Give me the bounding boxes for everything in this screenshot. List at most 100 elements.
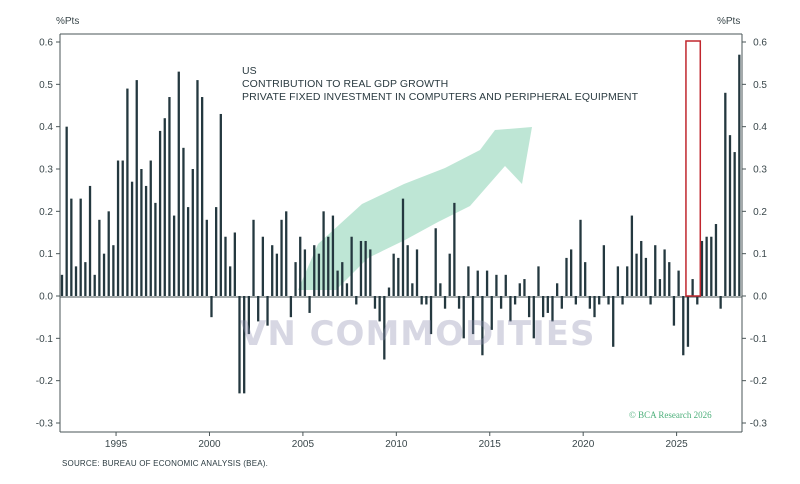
bar [163,118,166,296]
x-tick-label: 2015 [479,439,502,450]
y-tick-label-left: 0.4 [39,122,53,133]
bar [556,283,559,296]
bar [158,130,162,296]
bar [710,236,713,296]
bar [621,296,624,305]
bar [504,274,507,296]
bar [448,253,451,296]
bar [635,253,638,296]
bar [238,296,241,394]
chart-title-line-1: US [242,65,257,77]
bar [257,296,260,322]
bar [102,253,106,296]
bar [705,236,708,296]
bar [471,296,475,335]
chart-title-line-2: CONTRIBUTION TO REAL GDP GROWTH [242,78,448,90]
bar [696,296,699,305]
y-tick-label-left: -0.1 [36,334,54,345]
bar [443,296,447,309]
bar [584,262,587,296]
bar [462,296,465,339]
bar [677,270,680,296]
bar [415,249,419,296]
y-tick-label-right: 0.4 [753,122,767,133]
bar [294,262,297,296]
highlight-box [685,40,702,297]
y-tick-label-right: -0.2 [750,376,768,387]
bar [700,240,704,296]
bar [682,296,685,356]
bar [570,249,573,296]
bar [299,236,302,296]
bar [387,287,391,296]
bar [70,198,73,296]
bar [541,296,545,318]
bar [574,296,577,305]
bar [476,270,479,296]
bar [523,279,526,296]
y-tick-label-right: -0.1 [750,334,768,345]
bar [560,296,563,309]
x-tick-label: 2010 [385,439,408,450]
bar [252,219,255,296]
bar [630,215,634,296]
chart-title-line-3: PRIVATE FIXED INVESTMENT IN COMPUTERS AN… [242,91,639,103]
arrow-icon [298,127,532,290]
y-tick-label-right: 0.1 [753,249,767,260]
y-tick-label-left: -0.2 [36,376,54,387]
bar [509,296,512,322]
bar [88,185,92,296]
bar [233,232,236,296]
bar [392,253,395,296]
bar [565,257,568,296]
bar [322,211,325,296]
y-tick-label-right: 0.0 [753,292,767,303]
bar [397,257,400,296]
y-tick-label-left: -0.3 [36,419,54,430]
x-tick-label: 2020 [572,439,595,450]
bar [719,296,722,309]
bar [551,296,554,322]
y-tick-label-right: 0.5 [753,80,767,91]
bar [93,274,96,296]
bar [60,274,64,296]
bar [593,296,596,318]
x-ticks-group: 1995 2000 2005 2010 2015 2020 2025 [105,432,688,450]
bar [271,245,274,296]
bar [215,207,218,296]
bar [485,270,489,296]
bar [513,296,517,305]
x-tick-label: 2025 [665,439,688,450]
bar [350,236,353,296]
y-tick-label-left: 0.1 [39,249,53,260]
bar [313,245,316,296]
x-tick-label: 2005 [292,439,315,450]
bar [527,296,531,318]
bar [532,296,535,339]
bar [579,219,582,296]
bar [537,266,540,296]
y-tick-label-left: 0.5 [39,80,53,91]
bar [598,296,601,305]
bar [663,249,666,296]
bar [425,296,428,305]
bar [303,249,307,296]
bar [224,236,227,296]
bar [182,147,185,296]
bar [98,219,101,296]
bar [308,296,311,313]
source-text: SOURCE: BUREAU OF ECONOMIC ANALYSIS (BEA… [62,459,268,468]
highlight-group [685,40,702,297]
bar [121,160,124,296]
bar [588,296,591,309]
bar [668,262,671,296]
bar [406,245,409,296]
bar [130,181,134,296]
bar [341,262,344,296]
bar [191,169,194,296]
x-tick-label: 1995 [105,439,128,450]
y-tick-label-left: 0.3 [39,165,53,176]
bar [74,266,78,296]
